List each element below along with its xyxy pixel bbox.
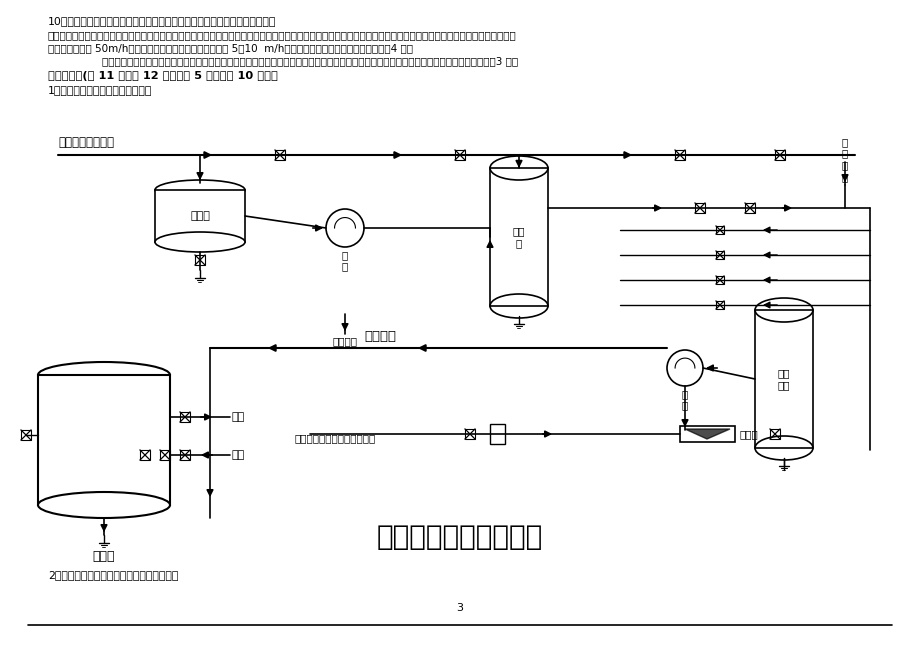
Bar <box>715 226 723 234</box>
Bar <box>195 255 205 265</box>
Text: 碱再生液: 碱再生液 <box>364 330 395 343</box>
Text: 阴浮床: 阴浮床 <box>93 550 115 563</box>
Ellipse shape <box>154 232 244 252</box>
Text: 3: 3 <box>456 603 463 613</box>
Text: 进水: 进水 <box>232 450 245 460</box>
Bar <box>675 150 685 160</box>
Text: 流速高，即可达 50m/h。但为防止树脂乱层，流速不应小于 5～10  m/h，这将视树脂粒径、密度大小而定。（4 分）: 流速高，即可达 50m/h。但为防止树脂乱层，流速不应小于 5～10 m/h，这… <box>48 43 413 53</box>
Polygon shape <box>685 429 729 439</box>
Bar <box>160 450 170 460</box>
Text: 收碱罐: 收碱罐 <box>190 211 210 221</box>
Text: 碱罐车来工业烧碱: 碱罐车来工业烧碱 <box>58 136 114 149</box>
Bar <box>140 450 150 460</box>
Ellipse shape <box>38 492 170 518</box>
Text: 答：浮床制水时，由于水接触的树脂粒度是先粗后细，因此由截污作用而造成的阻力上升缓慢，又由于出水处树脂粒径较小，有利于彻底交换，因此浮床比其它固定床运行: 答：浮床制水时，由于水接触的树脂粒度是先粗后细，因此由截污作用而造成的阻力上升缓… <box>48 30 516 40</box>
Bar <box>754 310 812 448</box>
Text: 碱贮
罐: 碱贮 罐 <box>512 226 525 248</box>
Bar <box>715 301 723 309</box>
Ellipse shape <box>154 180 244 200</box>
Bar <box>490 168 548 306</box>
Ellipse shape <box>38 362 170 388</box>
Text: 阴浮床再生系统流程图: 阴浮床再生系统流程图 <box>377 523 542 551</box>
Bar <box>464 429 474 439</box>
Bar <box>275 150 285 160</box>
Text: 碱
泵: 碱 泵 <box>681 389 687 411</box>
Text: 低压蒸汽: 低压蒸汽 <box>332 336 357 346</box>
Bar <box>38 375 170 505</box>
Text: 10．为什么浮床比其它固定床运行流速高？为什么阳床运行流速要比阴床高？: 10．为什么浮床比其它固定床运行流速高？为什么阳床运行流速要比阴床高？ <box>48 16 276 26</box>
Text: 碱
泵: 碱 泵 <box>342 250 347 271</box>
Bar <box>180 450 190 460</box>
Bar <box>715 276 723 284</box>
Text: 由于阳树脂的湿真密度一般比阴树脂的大，要使其在运行时浮起来，就要用较大的运行流速来克服重力作用，因此阳床运行流速要比阴床高。（3 分）: 由于阳树脂的湿真密度一般比阴树脂的大，要使其在运行时浮起来，就要用较大的运行流速… <box>76 56 517 66</box>
Bar <box>769 429 779 439</box>
Bar <box>154 190 244 242</box>
Text: 低
压
蒸
汽: 低 压 蒸 汽 <box>841 137 847 182</box>
Bar <box>455 150 464 160</box>
Text: 碱计
量罐: 碱计 量罐 <box>777 368 789 390</box>
Text: 1．请画出阴浮床再生系统流程图。: 1．请画出阴浮床再生系统流程图。 <box>48 85 153 95</box>
Bar <box>774 150 784 160</box>
Text: 阴床出口总管来碱再生稀释液: 阴床出口总管来碱再生稀释液 <box>295 433 376 443</box>
Bar <box>21 430 31 440</box>
Bar <box>490 424 505 444</box>
Text: 喷射器: 喷射器 <box>739 429 758 439</box>
Text: 出水: 出水 <box>232 412 245 422</box>
Text: 2．请画出逆流再生固定床制水系统流程图。: 2．请画出逆流再生固定床制水系统流程图。 <box>48 570 178 580</box>
Bar <box>694 203 704 213</box>
Bar <box>715 251 723 259</box>
Text: 二、画图题(第 11 题～第 12 题。每题 5 分，满分 10 分。）: 二、画图题(第 11 题～第 12 题。每题 5 分，满分 10 分。） <box>48 71 278 81</box>
Bar <box>744 203 754 213</box>
Bar <box>180 412 190 422</box>
